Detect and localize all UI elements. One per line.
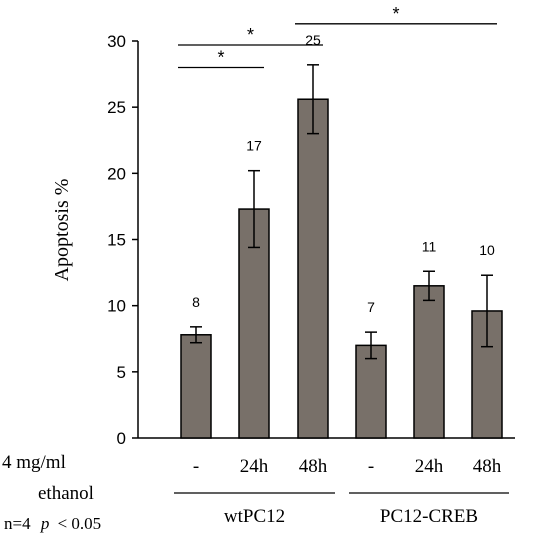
y-axis-label: Apoptosis % [51,179,73,282]
labels-layer: Apoptosis % 4 mg/ml ethanol n=4 p < 0.05 [2,179,101,533]
data-label: 8 [192,294,200,310]
footnote: n=4 p < 0.05 [4,514,101,533]
y-tick-label: 30 [107,32,126,51]
data-label: 25 [305,32,321,48]
group-label: PC12-CREB [380,506,478,527]
y-tick-label: 5 [117,363,126,382]
data-label: 7 [367,299,375,315]
group-label: wtPC12 [224,506,285,527]
category-label: 48h [473,456,502,477]
category-label: 48h [299,456,328,477]
data-label: 17 [246,138,262,154]
significance-layer: * * * [178,4,497,69]
significance-star: * [247,25,254,45]
bars-layer: 8 - 17 24h 25 48h 7 - 11 24h 10 48h wtPC12 PC12-CREB [174,32,509,527]
category-label: - [193,456,199,477]
data-label: 10 [479,242,495,258]
category-label: - [368,456,374,477]
y-tick-label: 10 [107,297,126,316]
bar [180,334,212,439]
y-tick-label: 20 [107,164,126,183]
footnote-p: p [40,514,50,533]
category-label: 24h [415,456,444,477]
footnote-n: n=4 [4,514,31,533]
significance-star: * [217,47,224,67]
y-tick-label: 25 [107,98,126,117]
y-tick-label: 0 [117,429,126,448]
category-label: 24h [240,456,269,477]
y-tick-label: 15 [107,231,126,250]
bar [297,98,329,439]
bar [355,344,387,439]
significance-star: * [392,4,399,24]
bar [413,285,445,439]
row-label-line2: ethanol [38,483,94,504]
row-label-line1: 4 mg/ml [2,452,66,473]
data-label: 11 [422,238,437,254]
footnote-rest: < 0.05 [58,514,102,533]
